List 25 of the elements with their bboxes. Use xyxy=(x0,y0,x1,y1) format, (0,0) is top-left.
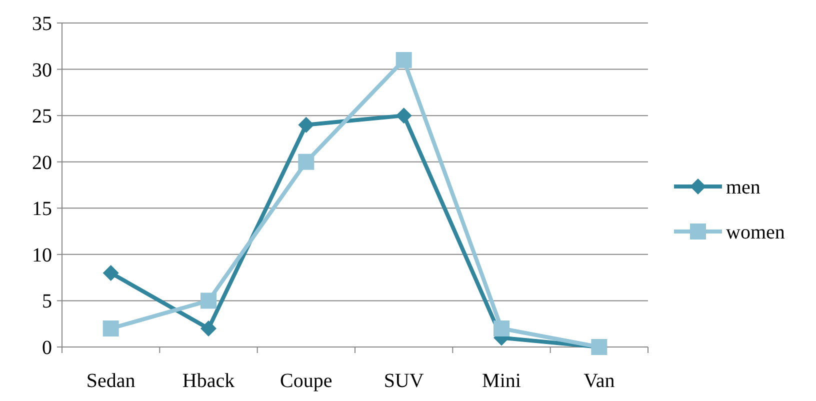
point xyxy=(200,320,216,336)
y-tick-label: 10 xyxy=(32,244,52,266)
x-tick-label: SUV xyxy=(384,370,424,392)
y-tick-label: 5 xyxy=(42,290,52,313)
x-tick-label: Mini xyxy=(482,370,522,392)
point xyxy=(102,320,119,336)
point xyxy=(396,52,412,68)
y-tick-label: 20 xyxy=(32,152,52,174)
point xyxy=(298,116,314,133)
y-tick-label: 25 xyxy=(32,106,52,128)
y-tick-label: 35 xyxy=(32,13,52,35)
x-tick-label: Coupe xyxy=(280,370,332,392)
y-tick-label: 0 xyxy=(42,337,52,359)
point xyxy=(102,264,119,281)
x-tick-label: Van xyxy=(584,370,615,392)
legend-label: men xyxy=(726,176,760,198)
point xyxy=(396,108,412,124)
x-tick-label: Sedan xyxy=(86,370,136,392)
y-tick-label: 15 xyxy=(32,198,52,220)
point xyxy=(200,292,216,309)
point xyxy=(298,154,314,170)
x-tick-label: Hback xyxy=(182,370,235,392)
point xyxy=(494,320,510,336)
y-tick-label: 30 xyxy=(32,59,52,82)
legend-label: women xyxy=(726,222,785,244)
